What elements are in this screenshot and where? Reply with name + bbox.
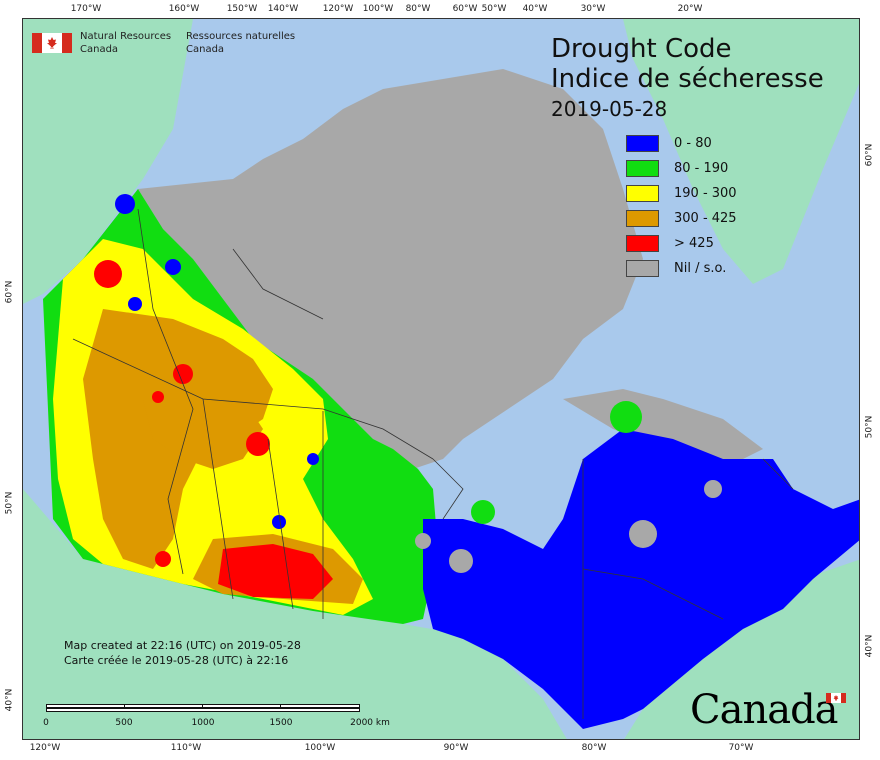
right-tick-label: 60°N — [864, 143, 875, 167]
agency-name-en-line2: Canada — [80, 44, 119, 55]
agency-name-fr: Ressources naturelles Canada — [186, 30, 295, 56]
top-tick-label: 80°W — [405, 4, 431, 14]
right-tick-label: 50°N — [864, 415, 875, 439]
canada-flag-icon — [32, 33, 72, 53]
green-spot — [610, 401, 642, 433]
blue-spot — [128, 297, 142, 311]
arctic-land — [138, 69, 643, 469]
legend-swatch — [626, 160, 659, 177]
legend-swatch — [626, 260, 659, 277]
top-tick-label: 60°W — [452, 4, 478, 14]
canada-flag-icon — [826, 693, 846, 703]
bottom-tick-label: 110°W — [170, 743, 202, 753]
agency-name-fr-line2: Canada — [186, 44, 225, 55]
usa-land-east — [624, 559, 859, 739]
usa-land — [23, 489, 567, 739]
legend-swatch — [626, 210, 659, 227]
scale-segment-lower — [46, 708, 360, 712]
top-tick-label: 150°W — [226, 4, 258, 14]
red-south-zone — [218, 544, 333, 599]
bottom-tick-label: 100°W — [304, 743, 336, 753]
map-credit: Map created at 22:16 (UTC) on 2019-05-28… — [64, 638, 301, 668]
top-tick-label: 170°W — [70, 4, 102, 14]
gray-spot — [629, 520, 657, 548]
legend-swatch — [626, 135, 659, 152]
legend-swatch — [626, 235, 659, 252]
canada-wordmark: Canada — [690, 687, 839, 733]
red-hotspot — [94, 260, 122, 288]
map-title-fr: Indice de sécheresse — [551, 64, 824, 94]
blue-spot — [307, 453, 319, 465]
gray-spot — [449, 549, 473, 573]
left-tick-label: 50°N — [4, 491, 15, 515]
left-tick-label: 60°N — [4, 280, 15, 304]
top-tick-label: 120°W — [322, 4, 354, 14]
credit-line-fr: Carte créée le 2019-05-28 (UTC) à 22:16 — [64, 654, 289, 667]
gray-spot — [415, 533, 431, 549]
red-hotspot — [152, 391, 164, 403]
scale-label: 500 — [115, 718, 133, 728]
bottom-tick-label: 90°W — [443, 743, 469, 753]
scale-label: 1000 — [191, 718, 215, 728]
red-hotspot — [246, 432, 270, 456]
top-tick-label: 30°W — [580, 4, 606, 14]
agency-name-en: Natural Resources Canada — [80, 30, 171, 56]
blue-spot — [272, 515, 286, 529]
map-date: 2019-05-28 — [551, 97, 668, 121]
legend-label: 300 - 425 — [674, 211, 737, 226]
scale-bar: 0 500 1000 1500 2000 km — [43, 704, 390, 728]
left-tick-label: 40°N — [4, 688, 15, 712]
credit-line-en: Map created at 22:16 (UTC) on 2019-05-28 — [64, 639, 301, 652]
legend-label: 0 - 80 — [674, 136, 712, 151]
drought-code-map — [23, 19, 859, 739]
gray-spot — [704, 480, 722, 498]
alaska-land — [23, 19, 193, 304]
greenland-land — [623, 19, 859, 284]
scale-label: 0 — [43, 718, 49, 728]
bottom-tick-label: 80°W — [581, 743, 607, 753]
agency-name-fr-line1: Ressources naturelles — [186, 31, 296, 42]
top-tick-label: 100°W — [362, 4, 394, 14]
map-title-block: Drought Code Indice de sécheresse 2019-0… — [551, 34, 824, 122]
map-canvas — [22, 18, 860, 740]
bottom-tick-label: 70°W — [728, 743, 754, 753]
blue-spot — [165, 259, 181, 275]
scale-label: 1500 — [269, 718, 293, 728]
scale-label: 2000 km — [350, 718, 390, 728]
scale-segment — [280, 704, 360, 708]
bottom-tick-label: 120°W — [29, 743, 61, 753]
top-tick-label: 20°W — [677, 4, 703, 14]
orange-prairie-zone — [143, 389, 263, 469]
top-tick-label: 50°W — [481, 4, 507, 14]
agency-name-en-line1: Natural Resources — [80, 31, 172, 42]
legend-swatch — [626, 185, 659, 202]
top-tick-label: 40°W — [522, 4, 548, 14]
legend-label: 80 - 190 — [674, 161, 729, 176]
top-tick-label: 160°W — [168, 4, 200, 14]
red-hotspot — [155, 551, 171, 567]
legend-label: 190 - 300 — [674, 186, 737, 201]
top-tick-label: 140°W — [267, 4, 299, 14]
map-title-en: Drought Code — [551, 34, 732, 64]
green-spot — [471, 500, 495, 524]
blue-spot — [115, 194, 135, 214]
legend-label: Nil / s.o. — [674, 261, 727, 276]
province-borders — [72, 208, 794, 719]
red-hotspot — [173, 364, 193, 384]
legend-label: > 425 — [674, 236, 714, 251]
right-tick-label: 40°N — [864, 634, 875, 658]
